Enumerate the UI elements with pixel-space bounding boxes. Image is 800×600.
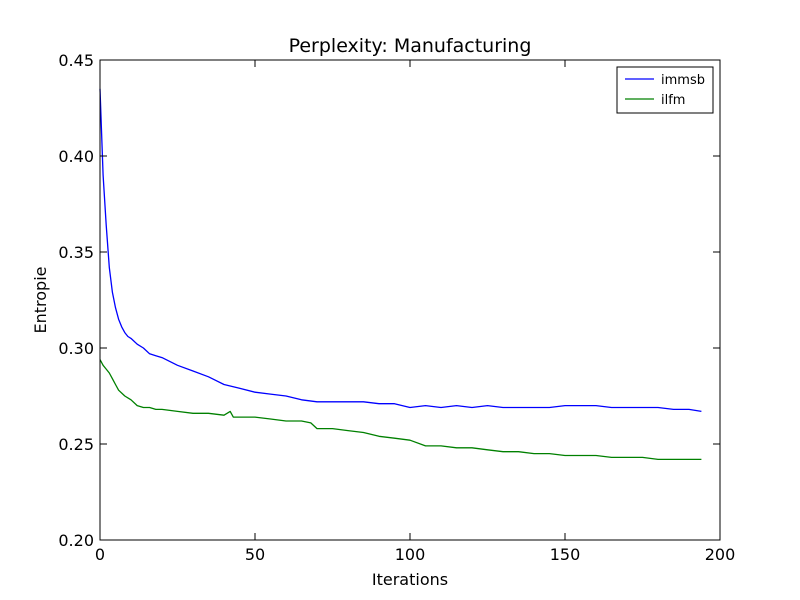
legend-box	[616, 66, 714, 114]
x-tick-label: 150	[550, 545, 581, 564]
y-tick-label: 0.20	[58, 531, 94, 550]
x-tick-label: 50	[245, 545, 265, 564]
x-tick-label: 0	[95, 545, 105, 564]
series-line-immsb	[99, 88, 702, 413]
y-tick-label: 0.30	[58, 339, 94, 358]
legend-label-ilfm: ilfm	[661, 93, 685, 108]
x-tick-label: 100	[395, 545, 426, 564]
y-tick-label: 0.35	[58, 243, 94, 262]
legend: immsb ilfm	[616, 66, 714, 114]
y-tick-label: 0.45	[58, 51, 94, 70]
x-tick-label: 200	[705, 545, 736, 564]
x-axis-label: Iterations	[372, 570, 448, 589]
y-axis-label: Entropie	[31, 267, 50, 334]
chart-title: Perplexity: Manufacturing	[289, 35, 532, 57]
legend-label-immsb: immsb	[661, 73, 705, 88]
y-tick-label: 0.40	[58, 147, 94, 166]
y-tick-label: 0.25	[58, 435, 94, 454]
axis-ticks: 0 50 100 150 200 0.20 0.25 0.30 0.35 0.40 0.45	[58, 51, 735, 564]
series-line-ilfm	[99, 359, 702, 461]
